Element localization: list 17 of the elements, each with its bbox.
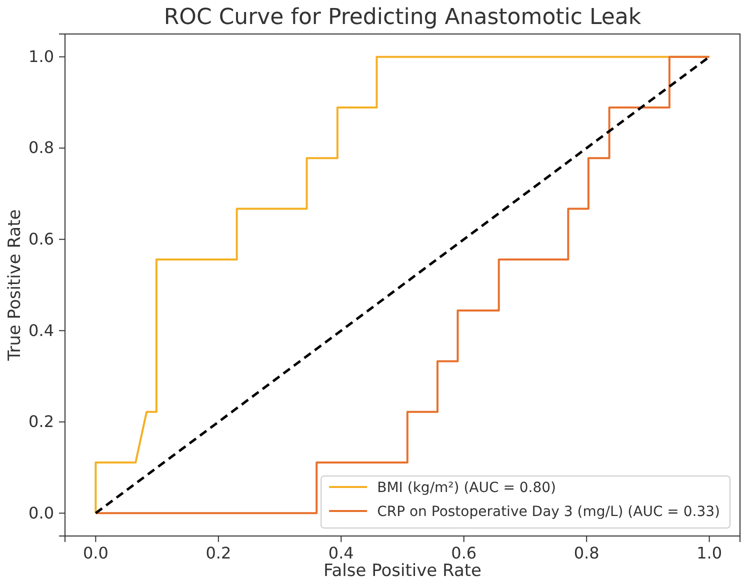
y-tick-label: 0.6 (28, 229, 54, 248)
x-tick-label: 0.6 (451, 543, 477, 562)
chart-title: ROC Curve for Predicting Anastomotic Leak (164, 5, 642, 30)
x-tick-label: 0.0 (82, 543, 108, 562)
legend-label: BMI (kg/m²) (AUC = 0.80) (377, 480, 556, 496)
y-tick-label: 0.0 (28, 503, 54, 522)
x-tick-label: 1.0 (696, 543, 722, 562)
y-tick-label: 1.0 (28, 46, 54, 66)
y-tick-label: 0.4 (28, 320, 54, 340)
y-tick-label: 0.8 (28, 138, 54, 158)
y-axis-title: True Positive Rate (5, 209, 25, 362)
x-tick-label: 0.4 (328, 543, 354, 562)
x-tick-label: 0.8 (574, 543, 600, 562)
x-tick-label: 0.2 (206, 543, 232, 562)
legend-label: CRP on Postoperative Day 3 (mg/L) (AUC = 0.33) (377, 504, 720, 520)
y-tick-label: 0.2 (28, 412, 54, 432)
x-axis-title: False Positive Rate (324, 561, 482, 581)
